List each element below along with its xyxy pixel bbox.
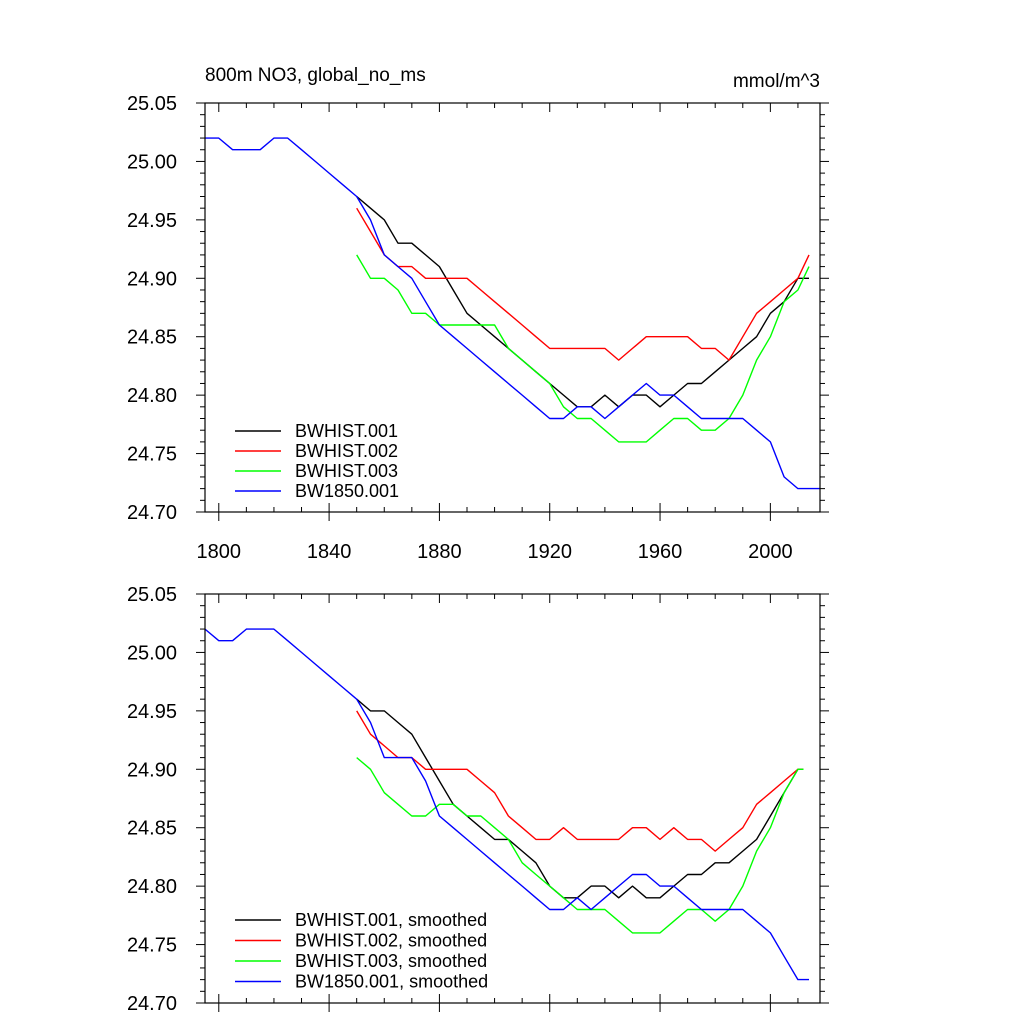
- bottom-legend-label: BW1850.001, smoothed: [295, 972, 488, 992]
- top-x-tick-label: 1960: [638, 541, 683, 563]
- bottom-y-tick-label: 25.00: [127, 642, 177, 664]
- top-axis-ticks: [196, 102, 829, 521]
- top-y-tick-label: 24.95: [127, 210, 177, 232]
- top-plot-frame: [204, 102, 821, 513]
- bottom-legend-label: BWHIST.003, smoothed: [295, 951, 487, 971]
- top-series-line-3: [356, 254, 810, 443]
- top-y-tick-label: 24.80: [127, 385, 177, 407]
- top-y-tick-label: 24.75: [127, 444, 177, 466]
- top-x-tick-label: 1840: [307, 541, 352, 563]
- top-y-tick-label: 24.70: [127, 502, 177, 524]
- top-y-tick-label: 25.05: [127, 93, 177, 115]
- bottom-legend-label: BWHIST.001, smoothed: [295, 910, 487, 930]
- top-series-line-4: [205, 137, 820, 490]
- bottom-series-lines: [204, 628, 809, 981]
- units-label: mmol/m^3: [733, 71, 820, 92]
- top-y-tick-label: 24.85: [127, 327, 177, 349]
- bottom-panel: 25.05 25.00 24.95 24.90 24.85 24.80 24.75 24.70…: [127, 584, 829, 1015]
- top-series-line-2: [356, 207, 810, 361]
- top-legend-label: BWHIST.001: [295, 421, 398, 441]
- bottom-series-line-2: [356, 710, 804, 852]
- top-y-tick-label: 25.00: [127, 151, 177, 173]
- bottom-y-tick-label: 24.95: [127, 701, 177, 723]
- top-legend-label: BW1850.001: [295, 481, 399, 501]
- top-panel: 800m NO3, global_no_ms mmol/m^3 25.0525.…: [127, 65, 829, 563]
- top-x-tick-labels: 1800 1840 1880 1920 1960 2000: [197, 541, 793, 563]
- bottom-y-tick-label: 24.75: [127, 935, 177, 957]
- top-x-tick-label: 1880: [417, 541, 462, 563]
- top-legend-label: BWHIST.002: [295, 441, 398, 461]
- top-y-tick-labels: 25.05 25.00 24.95 24.90 24.85 24.80 24.75 24.70: [127, 93, 177, 524]
- bottom-y-tick-label: 24.70: [127, 993, 177, 1015]
- bottom-y-tick-label: 24.90: [127, 759, 177, 781]
- bottom-series-line-4: [204, 628, 809, 981]
- top-x-tick-label: 1800: [197, 541, 242, 563]
- top-x-tick-label: 1920: [527, 541, 572, 563]
- bottom-legend-label: BWHIST.002, smoothed: [295, 931, 487, 951]
- top-series-lines: [205, 137, 820, 490]
- bottom-y-tick-label: 24.80: [127, 876, 177, 898]
- bottom-series-line-3: [356, 757, 804, 934]
- bottom-plot-frame: [204, 593, 821, 1004]
- bottom-axis-ticks: [196, 593, 829, 1012]
- bottom-y-tick-labels: 25.05 25.00 24.95 24.90 24.85 24.80 24.75 24.70: [127, 584, 177, 1015]
- top-x-tick-label: 2000: [748, 541, 793, 563]
- bottom-y-tick-label: 25.05: [127, 584, 177, 606]
- top-y-tick-label: 24.90: [127, 268, 177, 290]
- top-legend-label: BWHIST.003: [295, 461, 398, 481]
- bottom-y-tick-label: 24.85: [127, 818, 177, 840]
- chart-title: 800m NO3, global_no_ms: [205, 65, 426, 86]
